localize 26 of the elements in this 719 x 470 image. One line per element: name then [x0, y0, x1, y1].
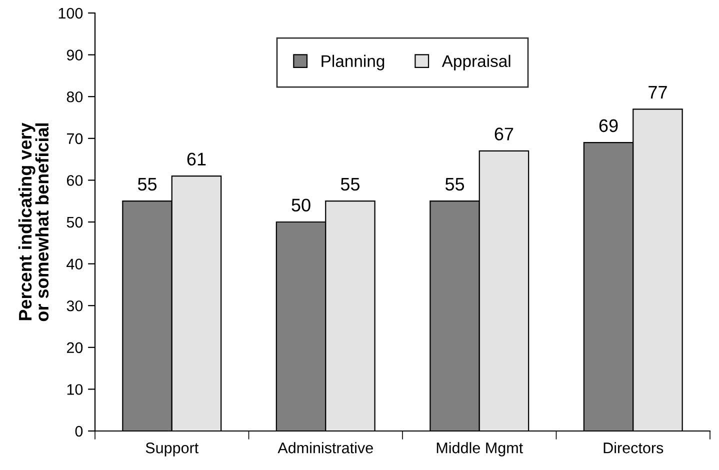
y-axis-title: Percent indicating very or somewhat beneficial — [18, 122, 49, 322]
data-label: 55 — [340, 178, 360, 191]
data-label: 77 — [648, 86, 667, 98]
x-tick-label: Directors — [604, 442, 664, 454]
data-label: 67 — [494, 128, 514, 140]
y-tick-label: 0 — [75, 426, 83, 437]
legend-label: Planning — [322, 54, 384, 70]
x-tick-label: Administrative — [278, 442, 373, 454]
data-label: 50 — [292, 198, 310, 212]
y-tick-label: 20 — [66, 342, 83, 354]
y-tick-label: 90 — [66, 50, 83, 60]
data-label: 61 — [187, 152, 206, 166]
y-tick-label: 30 — [66, 300, 83, 312]
y-tick-label: 50 — [66, 216, 83, 228]
x-tick-label: Middle Mgmt — [436, 442, 523, 456]
x-tick-label: Support — [146, 442, 199, 456]
y-tick-label: 100 — [58, 8, 83, 19]
y-tick-label: 10 — [67, 384, 83, 395]
data-label: 55 — [138, 178, 157, 191]
data-label: 55 — [445, 178, 464, 191]
data-label: 69 — [599, 119, 618, 132]
y-tick-label: 40 — [66, 258, 83, 270]
y-tick-label: 80 — [66, 91, 83, 102]
legend-label: Appraisal — [442, 54, 510, 70]
y-tick-label: 60 — [66, 175, 83, 186]
y-tick-label: 70 — [66, 133, 83, 144]
